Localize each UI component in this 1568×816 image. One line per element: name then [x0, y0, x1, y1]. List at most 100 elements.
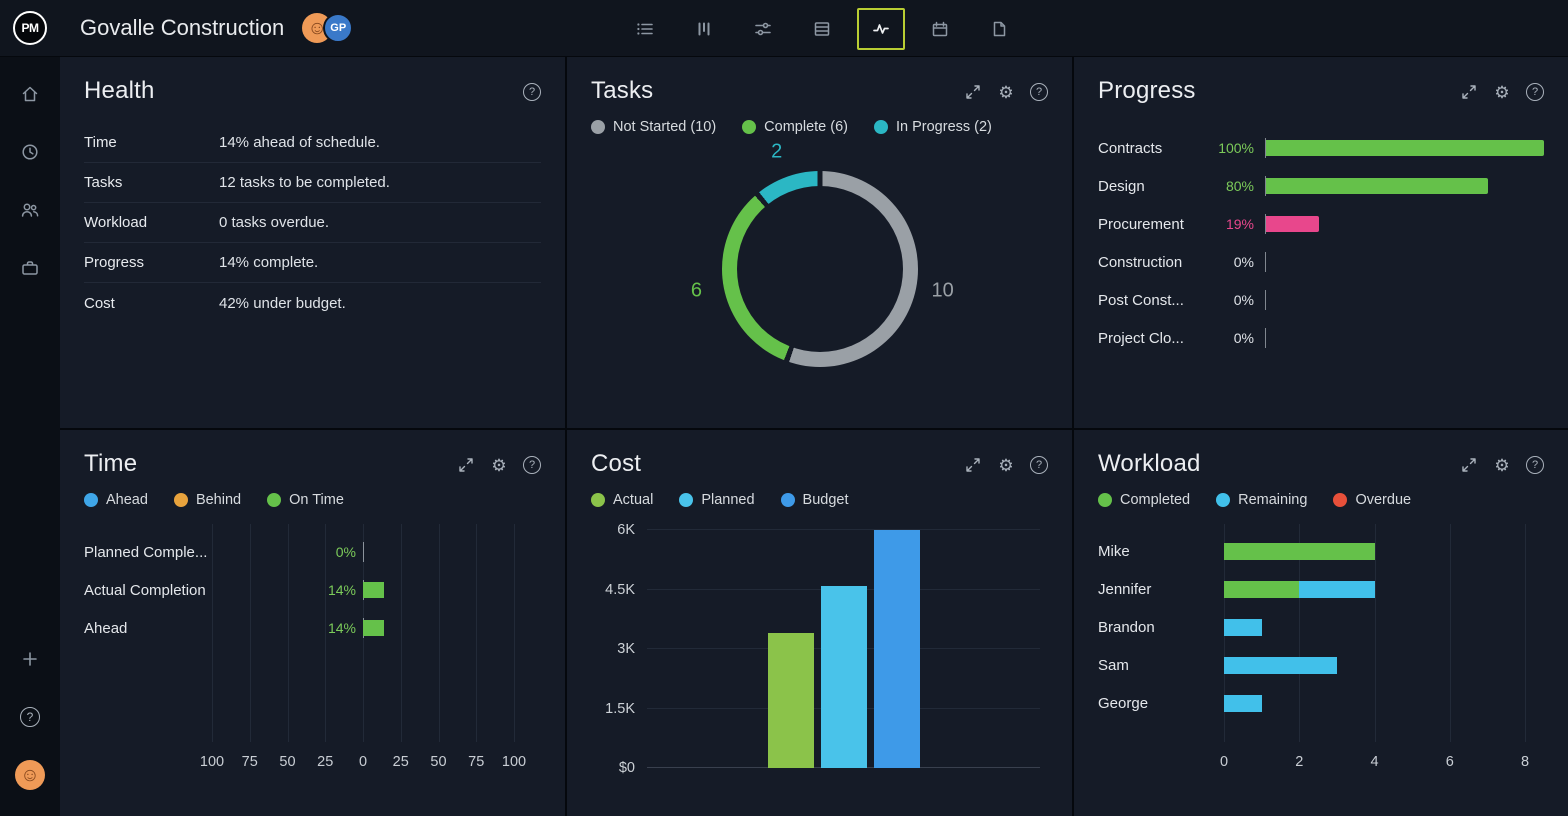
time-panel: Time ⚙ ? Ahead Behind On Time 100 75 50 25 0 25…: [60, 430, 565, 816]
legend-label: In Progress (2): [895, 119, 992, 135]
clock-icon[interactable]: [0, 123, 60, 181]
workload-axis-tick: 2: [1295, 754, 1304, 770]
user-avatar-gp[interactable]: GP: [323, 13, 354, 43]
expand-icon[interactable]: [1460, 456, 1478, 474]
workload-bar: [1224, 581, 1525, 598]
team-icon[interactable]: [0, 181, 60, 239]
help-icon[interactable]: ?: [1526, 83, 1544, 101]
health-row: Workload 0 tasks overdue.: [84, 203, 541, 243]
gear-icon[interactable]: ⚙: [998, 82, 1014, 102]
time-gridline: [476, 524, 478, 742]
time-axis-tick: 25: [392, 754, 409, 770]
tasks-donut-chart: 10 6 2: [591, 139, 1048, 399]
pm-logo[interactable]: PM: [13, 11, 47, 45]
workload-axis-tick: 6: [1445, 754, 1454, 770]
expand-icon[interactable]: [1460, 83, 1478, 101]
workload-bar-segment: [1224, 543, 1375, 560]
progress-row: Procurement 19%: [1098, 205, 1544, 243]
health-row-text: 12 tasks to be completed.: [219, 174, 390, 191]
project-title: Govalle Construction: [80, 15, 285, 40]
help-icon[interactable]: ?: [1030, 456, 1048, 474]
health-row: Time 14% ahead of schedule.: [84, 123, 541, 163]
cost-bar-chart: $0 1.5K 3K 4.5K 6K: [591, 522, 1048, 776]
expand-icon[interactable]: [457, 456, 475, 474]
progress-fill: [1266, 178, 1489, 194]
workload-row-label: George: [1098, 695, 1149, 712]
progress-fill: [1266, 140, 1544, 156]
docs-view-icon[interactable]: [975, 8, 1023, 50]
time-gridline: [400, 524, 402, 742]
legend-item: In Progress (2): [873, 119, 992, 135]
legend-label: Remaining: [1238, 492, 1308, 508]
donut-slice-value: 2: [771, 140, 783, 163]
progress-track: [1265, 214, 1544, 234]
legend-item: Actual: [591, 492, 653, 508]
legend-item: Not Started (10): [591, 119, 716, 135]
cost-axis-tick: 4.5K: [605, 581, 635, 598]
workload-row-label: Mike: [1098, 543, 1130, 560]
time-bar: [363, 620, 385, 636]
dashboard-grid: Health ? Time 14% ahead of schedule. Tasks…: [60, 57, 1568, 816]
workload-title: Workload: [1098, 450, 1201, 477]
add-icon[interactable]: [0, 630, 60, 688]
gear-icon[interactable]: ⚙: [998, 455, 1014, 475]
time-axis-tick: 75: [241, 754, 258, 770]
legend-item: Behind: [173, 492, 241, 508]
workload-bar-segment: [1224, 657, 1337, 674]
time-axis-tick: 100: [199, 754, 225, 770]
progress-row: Post Const... 0%: [1098, 281, 1544, 319]
progress-track: [1265, 138, 1544, 158]
workload-axis-tick: 0: [1219, 754, 1229, 770]
legend-dot: [1333, 493, 1348, 507]
help-icon[interactable]: ?: [1526, 456, 1544, 474]
topbar: PM Govalle Construction ☺ GP: [0, 0, 1568, 57]
tasks-legend: Not Started (10) Complete (6) In Progress …: [591, 119, 1048, 135]
legend-label: Actual: [613, 492, 654, 508]
progress-row-value: 80%: [1225, 178, 1254, 194]
health-row-text: 14% complete.: [219, 254, 319, 271]
donut-slice-value: 6: [690, 279, 702, 302]
cost-axis-tick: $0: [618, 760, 635, 776]
portfolio-icon[interactable]: [0, 239, 60, 297]
legend-dot: [267, 493, 282, 507]
profile-avatar[interactable]: ☺: [0, 746, 60, 804]
help-icon[interactable]: ?: [0, 688, 60, 746]
progress-track: [1265, 290, 1544, 310]
home-icon[interactable]: [0, 65, 60, 123]
legend-dot: [173, 493, 188, 507]
expand-icon[interactable]: [964, 456, 982, 474]
dashboard-view-icon[interactable]: [857, 7, 905, 50]
legend-item: On Time: [267, 492, 344, 508]
help-icon[interactable]: ?: [523, 83, 541, 101]
filter-view-icon[interactable]: [739, 8, 787, 50]
gear-icon[interactable]: ⚙: [1494, 455, 1510, 475]
legend-item: Overdue: [1333, 492, 1411, 508]
gear-icon[interactable]: ⚙: [1494, 82, 1510, 102]
donut-slice-value: 10: [931, 279, 954, 302]
health-title: Health: [84, 77, 155, 104]
time-row-label: Planned Comple...: [84, 544, 208, 561]
board-view-icon[interactable]: [680, 8, 728, 50]
time-bar: [363, 582, 385, 598]
help-icon[interactable]: ?: [1030, 83, 1048, 101]
workload-bar-segment: [1224, 581, 1300, 598]
sheet-view-icon[interactable]: [798, 8, 846, 50]
workload-axis-tick: 4: [1370, 754, 1379, 770]
time-gridline: [287, 524, 289, 742]
legend-item: Remaining: [1216, 492, 1307, 508]
health-panel: Health ? Time 14% ahead of schedule. Tasks…: [60, 57, 565, 428]
health-row: Cost 42% under budget.: [84, 283, 541, 323]
list-view-icon[interactable]: [621, 8, 669, 50]
legend-item: Ahead: [84, 492, 148, 508]
progress-track: [1265, 252, 1544, 272]
gear-icon[interactable]: ⚙: [491, 455, 507, 475]
expand-icon[interactable]: [964, 83, 982, 101]
time-axis-tick: 75: [468, 754, 485, 770]
workload-legend: Completed Remaining Overdue: [1098, 492, 1544, 508]
calendar-view-icon[interactable]: [916, 8, 964, 50]
cost-gridline: [647, 529, 1040, 530]
progress-row-label: Procurement: [1098, 215, 1184, 233]
help-icon[interactable]: ?: [523, 456, 541, 474]
tasks-title: Tasks: [591, 77, 654, 104]
